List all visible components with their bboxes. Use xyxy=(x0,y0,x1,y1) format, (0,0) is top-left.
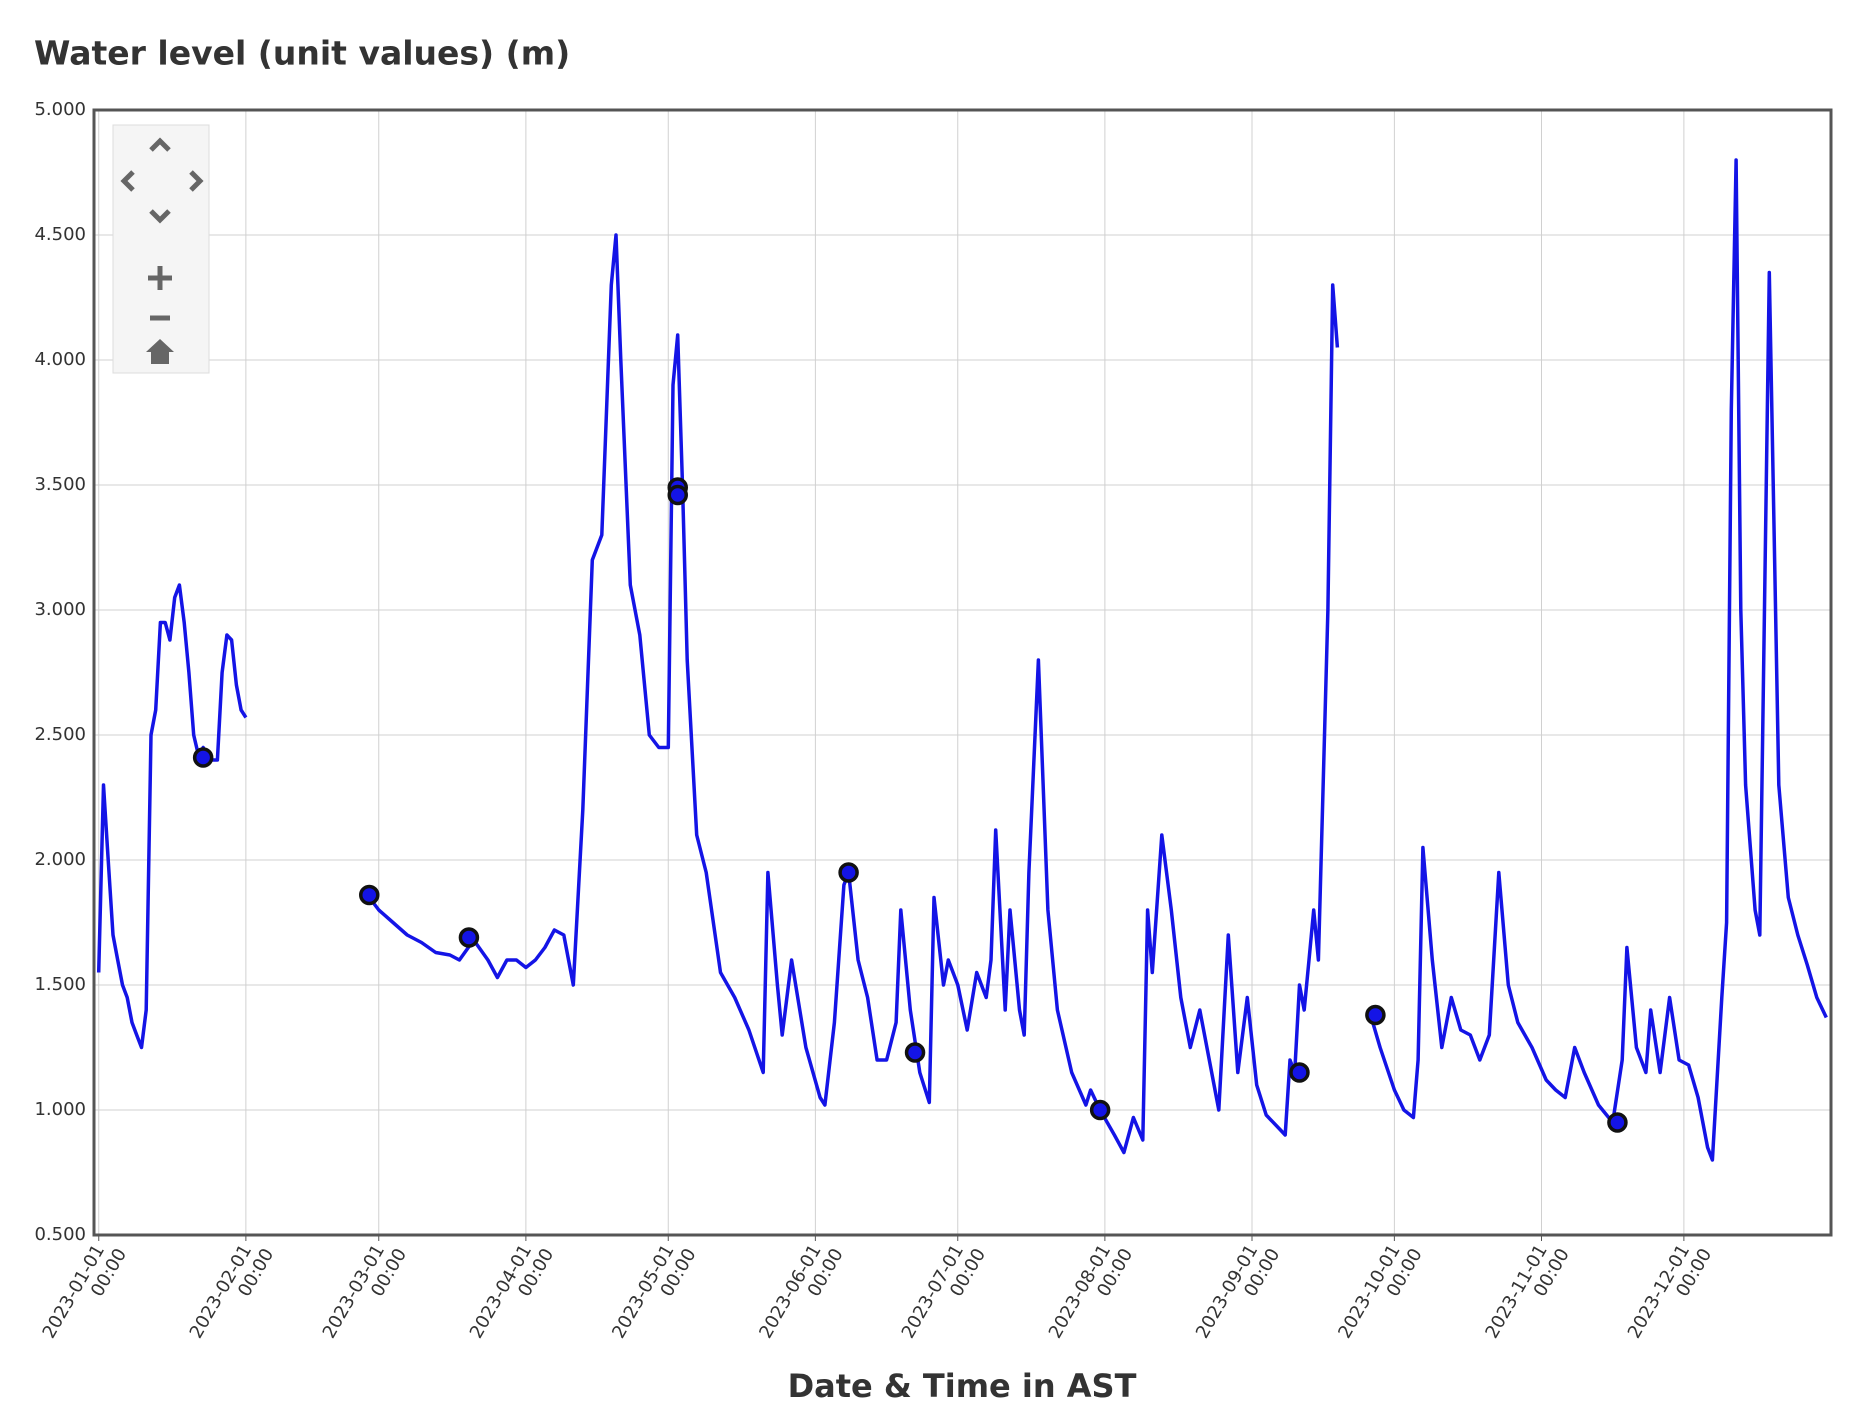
y-tick-label: 1.500 xyxy=(34,974,86,995)
nav-control xyxy=(112,124,210,374)
measurement-point xyxy=(904,1042,926,1063)
y-tick-label: 3.000 xyxy=(34,599,86,620)
pan-right[interactable] xyxy=(189,170,204,192)
pan-up[interactable] xyxy=(149,137,171,152)
reset-home[interactable] xyxy=(146,339,174,364)
measurement-point xyxy=(838,862,859,883)
nav-panel xyxy=(112,124,210,374)
y-tick-label: 5.000 xyxy=(34,99,86,120)
y-tick-label: 4.000 xyxy=(34,349,86,370)
measurement-point xyxy=(1607,1112,1628,1133)
x-axis-title: Date & Time in AST xyxy=(788,1367,1137,1404)
y-tick-label: 4.500 xyxy=(34,224,86,245)
y-tick-label: 0.500 xyxy=(34,1224,86,1245)
y-tick-label: 1.000 xyxy=(34,1099,86,1120)
measurement-point xyxy=(1365,1004,1386,1026)
measurement-point xyxy=(192,747,214,768)
plot-area xyxy=(96,158,1828,1162)
chart-title: Water level (unit values) (m) xyxy=(34,34,570,73)
measurement-point xyxy=(458,927,480,948)
zoom-in[interactable] xyxy=(148,266,172,290)
measurement-point xyxy=(359,884,380,906)
pan-down[interactable] xyxy=(149,209,171,224)
measurement-point xyxy=(1289,1062,1310,1083)
measurement-point xyxy=(1089,1099,1111,1121)
measurement-point xyxy=(667,484,688,506)
pan-left[interactable] xyxy=(120,170,135,192)
y-tick-label: 3.500 xyxy=(34,474,86,495)
y-tick-label: 2.000 xyxy=(34,849,86,870)
plot-border xyxy=(92,108,1833,1237)
y-tick-label: 2.500 xyxy=(34,724,86,745)
water-level-line xyxy=(96,158,1828,1162)
grid xyxy=(94,109,1831,1236)
